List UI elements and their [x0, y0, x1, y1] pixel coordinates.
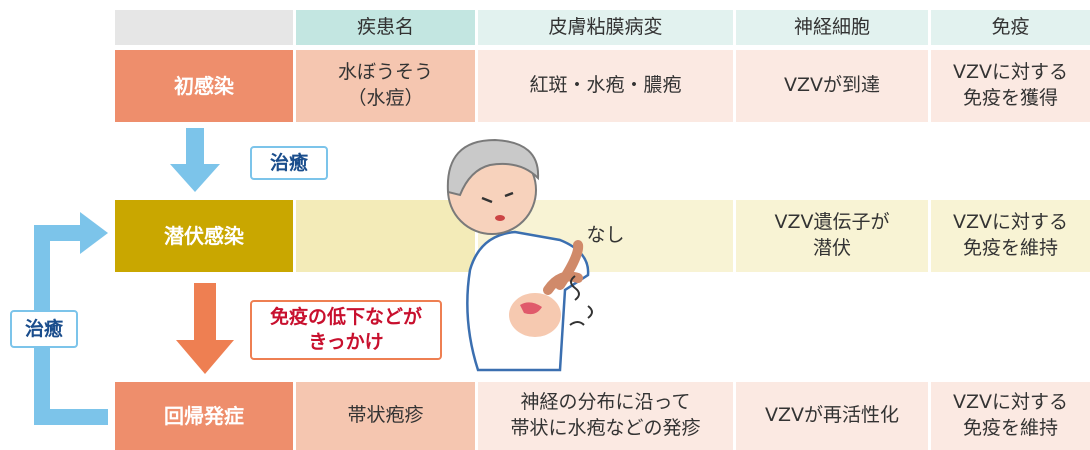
cell-text: 免疫を維持: [962, 237, 1058, 259]
cell: 紅斑・水疱・膿疱: [478, 50, 733, 122]
cell-text: 帯状に水疱などの発疹: [510, 417, 701, 439]
arrow-label: 治癒: [10, 310, 78, 348]
arrow-label-text: 免疫の低下などが: [269, 306, 422, 329]
cell: VZVが再活性化: [736, 382, 928, 450]
row-label-text: 潜伏感染: [164, 223, 244, 248]
cell: VZV遺伝子が 潜伏: [736, 200, 928, 272]
cell: 神経の分布に沿って 帯状に水疱などの発疹: [478, 382, 733, 450]
header-cell: 疾患名: [296, 10, 475, 45]
arrow-label-text: 治癒: [24, 317, 63, 340]
header-cell: 神経細胞: [736, 10, 928, 45]
arrow-head: [176, 340, 234, 374]
header-text: 免疫: [991, 15, 1030, 38]
arrow-body: [186, 128, 204, 166]
cell-text: 免疫を維持: [962, 417, 1058, 439]
cell-text: 潜伏: [812, 237, 851, 259]
cell-text: VZVに対する: [952, 211, 1068, 234]
row-label: 回帰発症: [115, 382, 293, 450]
arrow-label: 治癒: [250, 146, 328, 180]
cell-text: 水ぼうそう: [337, 61, 433, 84]
cell-text: なし: [586, 224, 625, 247]
cell-text: 紅斑・水疱・膿疱: [529, 74, 682, 97]
header-text: 神経細胞: [793, 15, 870, 38]
arrow-label-text: 治癒: [269, 151, 308, 174]
row-label: 初感染: [115, 50, 293, 122]
cell-text: 帯状疱疹: [347, 404, 424, 427]
cell-text: VZVが到達: [783, 74, 880, 97]
cell: [296, 200, 475, 272]
cell-text: VZVに対する: [952, 61, 1068, 84]
cell-text: 免疫を獲得: [962, 87, 1058, 109]
cell: なし: [478, 200, 733, 272]
cell-text: VZV遺伝子が: [774, 211, 890, 234]
corner: [115, 10, 293, 45]
arrow-head: [170, 164, 220, 192]
header-cell: 皮膚粘膜病変: [478, 10, 733, 45]
row-label: 潜伏感染: [115, 200, 293, 272]
header-text: 皮膚粘膜病変: [548, 15, 663, 38]
cell: VZVが到達: [736, 50, 928, 122]
cell: VZVに対する 免疫を維持: [931, 382, 1090, 450]
arrow-body: [194, 283, 216, 341]
header-cell: 免疫: [931, 10, 1090, 45]
header-text: 疾患名: [356, 15, 414, 38]
cell: 水ぼうそう （水痘）: [296, 50, 475, 122]
cell: VZVに対する 免疫を獲得: [931, 50, 1090, 122]
arrow-head: [80, 212, 108, 254]
row-label-text: 初感染: [174, 73, 234, 98]
cell-text: VZVが再活性化: [764, 404, 899, 427]
cell-text: VZVに対する: [952, 391, 1068, 414]
cell-text: 神経の分布に沿って: [520, 391, 691, 414]
cell-text: （水痘）: [347, 87, 424, 109]
arrow-label-text: きっかけ: [308, 331, 384, 353]
cell: 帯状疱疹: [296, 382, 475, 450]
cell: VZVに対する 免疫を維持: [931, 200, 1090, 272]
arrow-label: 免疫の低下などが きっかけ: [250, 300, 442, 360]
row-label-text: 回帰発症: [164, 403, 244, 428]
